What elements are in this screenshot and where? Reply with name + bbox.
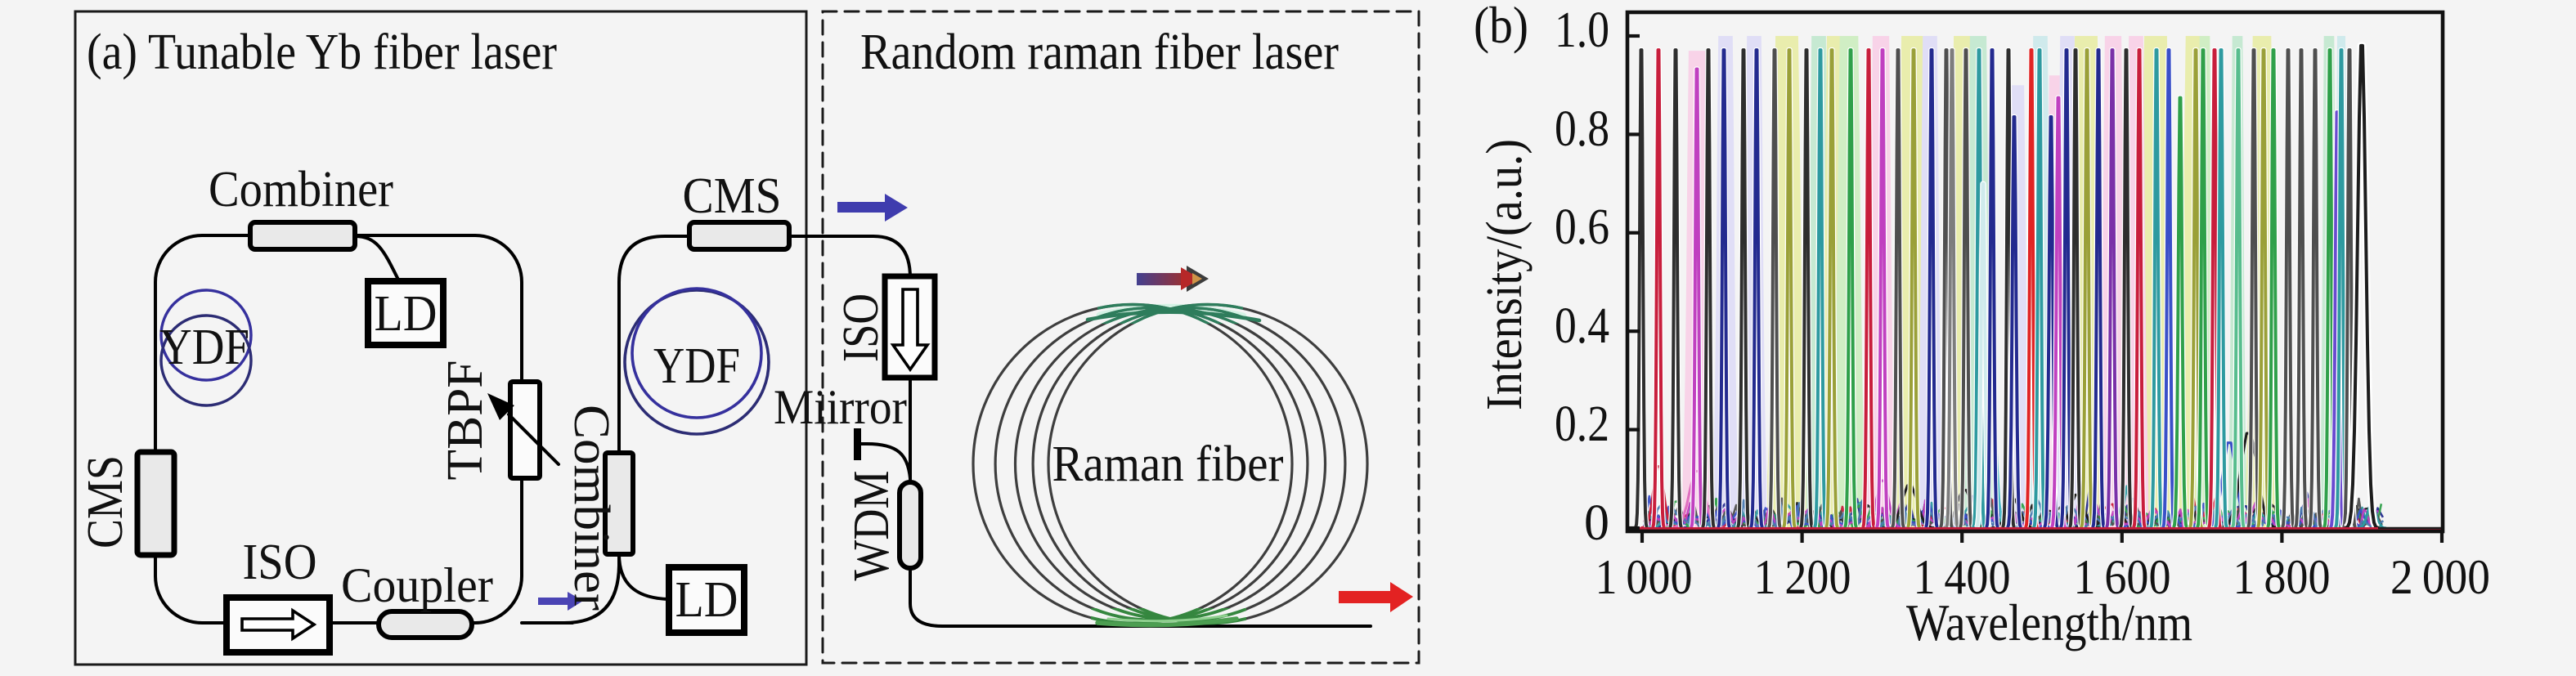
svg-text:Combiner: Combiner: [563, 405, 619, 611]
svg-text:Coupler: Coupler: [341, 558, 493, 612]
svg-text:0.2: 0.2: [1555, 396, 1609, 452]
svg-text:YDF: YDF: [159, 320, 249, 375]
svg-text:CMS: CMS: [78, 455, 133, 548]
svg-text:Random raman fiber laser: Random raman fiber laser: [860, 25, 1339, 80]
svg-text:(b): (b): [1474, 0, 1528, 54]
svg-text:Combiner: Combiner: [209, 162, 393, 217]
svg-text:0.4: 0.4: [1555, 298, 1609, 354]
svg-text:1 600: 1 600: [2074, 550, 2171, 604]
svg-text:0.8: 0.8: [1555, 101, 1609, 157]
svg-text:CMS: CMS: [683, 168, 782, 224]
svg-text:1 800: 1 800: [2233, 550, 2331, 604]
svg-text:Intensity/(a.u.): Intensity/(a.u.): [1477, 139, 1533, 410]
svg-text:YDF: YDF: [653, 338, 740, 394]
svg-text:1 400: 1 400: [1914, 550, 2011, 604]
svg-text:ISO: ISO: [243, 535, 317, 590]
svg-text:Wavelength/nm: Wavelength/nm: [1906, 593, 2192, 651]
svg-text:LD: LD: [375, 286, 438, 342]
svg-text:1.0: 1.0: [1555, 2, 1609, 58]
svg-text:LD: LD: [675, 572, 738, 628]
svg-text:1 000: 1 000: [1595, 550, 1693, 604]
svg-text:(a) Tunable Yb fiber laser: (a) Tunable Yb fiber laser: [87, 25, 557, 80]
svg-text:0: 0: [1584, 495, 1609, 551]
svg-text:TBPF: TBPF: [438, 360, 493, 481]
svg-text:0.6: 0.6: [1555, 199, 1609, 255]
svg-text:WDM: WDM: [844, 471, 900, 581]
svg-text:Raman fiber: Raman fiber: [1052, 436, 1284, 492]
svg-text:1 200: 1 200: [1754, 550, 1851, 604]
svg-text:ISO: ISO: [833, 293, 889, 362]
svg-text:2 000: 2 000: [2390, 550, 2490, 604]
svg-text:Miirror: Miirror: [774, 380, 907, 434]
